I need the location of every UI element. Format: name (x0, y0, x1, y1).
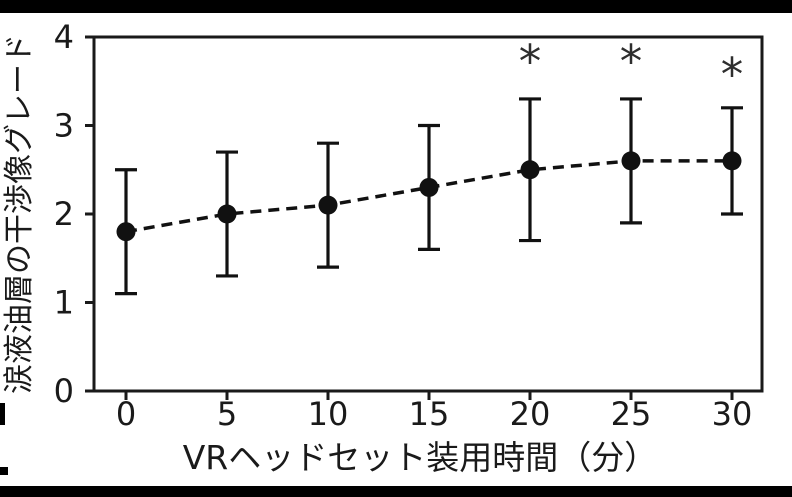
y-tick-label: 1 (54, 284, 74, 322)
crop-artifact-left-sliver (0, 403, 5, 425)
data-point-marker (318, 195, 338, 215)
x-axis-label: VRヘッドセット装用時間（分） (182, 438, 658, 477)
x-tick-label: 30 (712, 395, 753, 433)
y-tick-label: 3 (54, 107, 74, 145)
data-point-marker (419, 177, 439, 197)
data-point-marker (722, 151, 742, 171)
data-point-marker (217, 204, 237, 224)
data-point-marker (621, 151, 641, 171)
significance-asterisk: * (519, 35, 542, 88)
x-tick-label: 10 (308, 395, 349, 433)
x-tick-label: 15 (409, 395, 450, 433)
x-tick-label: 0 (116, 395, 136, 433)
x-tick-label: 5 (217, 395, 237, 433)
x-tick-label: 25 (611, 395, 652, 433)
data-point-marker (520, 160, 540, 180)
crop-artifact-top-bar (0, 0, 792, 13)
data-point-marker (116, 222, 136, 242)
y-tick-label: 2 (54, 195, 74, 233)
significance-asterisk: * (620, 35, 643, 88)
crop-artifact-bottom-bar (0, 486, 792, 497)
crop-artifact-left-block (0, 467, 8, 475)
y-tick-label: 0 (54, 372, 74, 410)
x-tick-label: 20 (510, 395, 551, 433)
y-tick-label: 4 (54, 18, 74, 56)
significance-asterisk: * (721, 48, 744, 101)
plot-frame (92, 35, 764, 393)
